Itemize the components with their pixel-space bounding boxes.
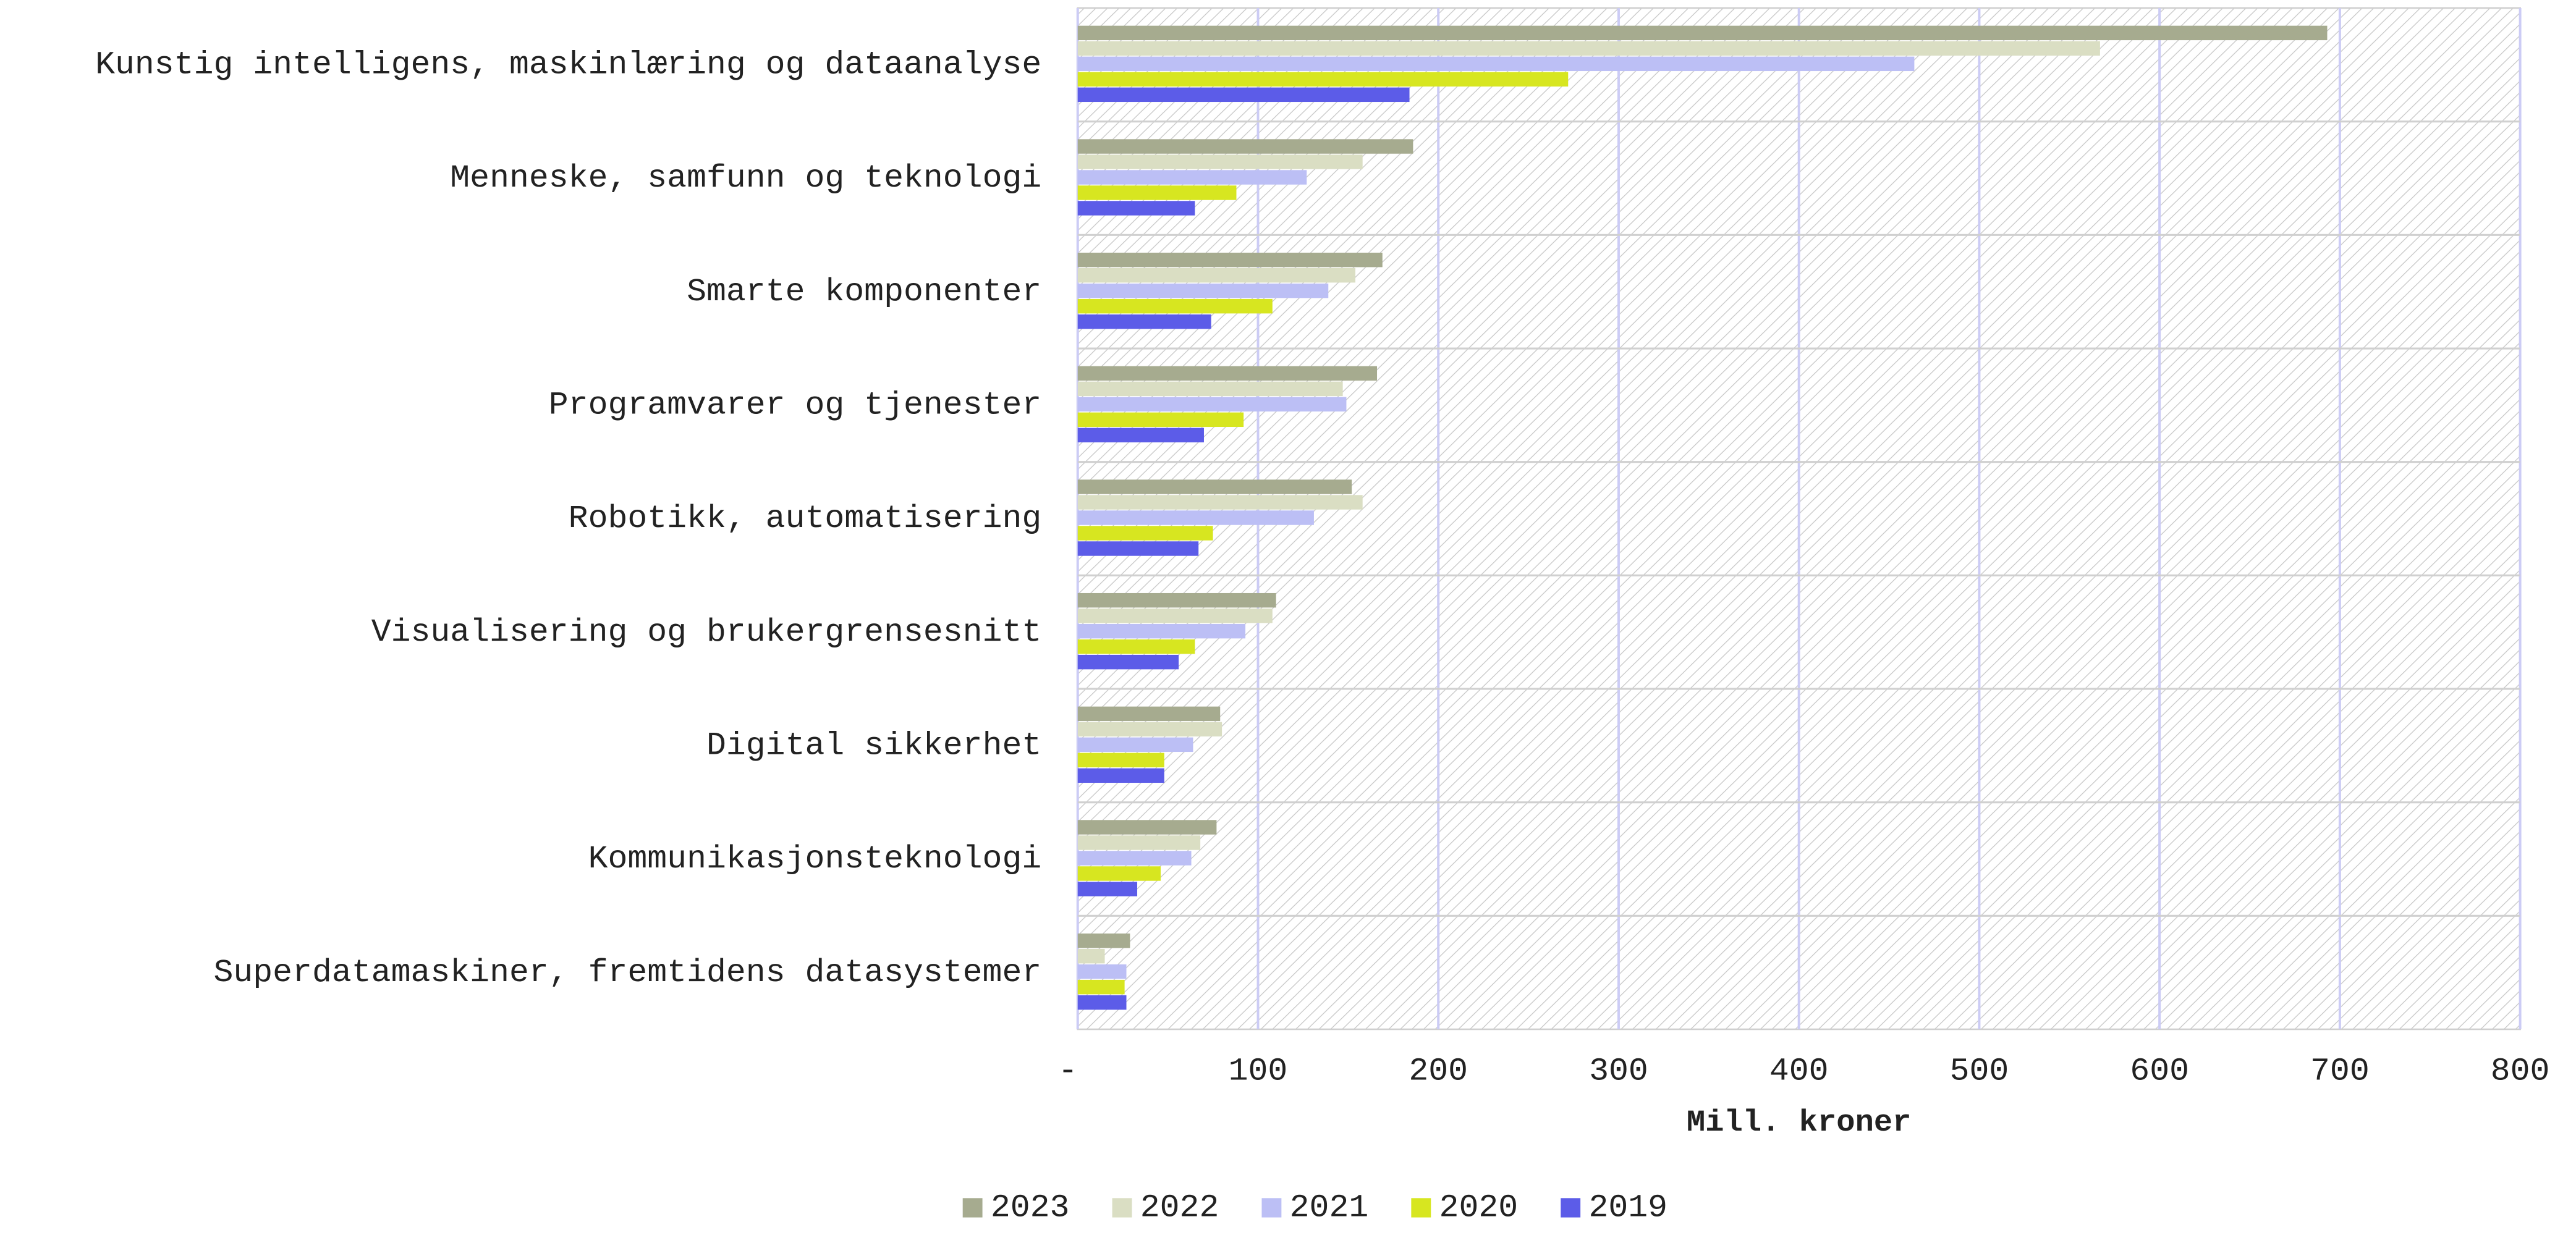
y-tick-label: Programvarer og tjenester (549, 387, 1041, 423)
bar (1077, 526, 1213, 541)
bar (1077, 185, 1237, 200)
bar (1077, 252, 1383, 268)
bar (1077, 948, 1105, 964)
x-tick-label: 300 (1589, 1053, 1648, 1089)
bar (1077, 592, 1276, 608)
bar (1077, 412, 1244, 428)
x-tick-label: 100 (1229, 1053, 1288, 1089)
bar (1077, 510, 1314, 525)
bar (1077, 56, 1915, 72)
x-tick-label: - (1058, 1053, 1078, 1089)
bar (1077, 623, 1246, 639)
bar (1077, 979, 1125, 995)
bar (1077, 397, 1347, 412)
bar (1077, 381, 1343, 397)
bar (1077, 41, 2100, 56)
legend-swatch (1411, 1198, 1431, 1218)
bar (1077, 639, 1195, 654)
bar (1077, 154, 1363, 169)
bar (1077, 706, 1221, 722)
x-tick-label: 500 (1950, 1053, 2009, 1089)
bar (1077, 722, 1222, 737)
bar (1077, 654, 1179, 670)
bar (1077, 835, 1201, 850)
bar (1077, 495, 1363, 510)
bar (1077, 866, 1161, 881)
legend-swatch (962, 1198, 983, 1218)
legend-swatch (1561, 1198, 1581, 1218)
bar (1077, 608, 1273, 623)
x-tick-label: 200 (1409, 1053, 1468, 1089)
x-tick-label: 800 (2491, 1053, 2550, 1089)
bar (1077, 995, 1127, 1010)
x-tick-label: 600 (2130, 1053, 2189, 1089)
y-tick-label: Digital sikkerhet (706, 727, 1041, 764)
bar (1077, 964, 1127, 979)
legend-swatch (1112, 1198, 1132, 1218)
bar (1077, 72, 1569, 87)
bar (1077, 541, 1199, 556)
y-tick-label: Visualisering og brukergrensesnitt (371, 613, 1042, 650)
bar (1077, 428, 1204, 443)
bar (1077, 753, 1164, 768)
legend-label: 2019 (1588, 1189, 1667, 1226)
y-tick-label: Menneske, samfunn og teknologi (450, 160, 1041, 196)
x-tick-label: 700 (2310, 1053, 2370, 1089)
bar (1077, 314, 1211, 329)
bar (1077, 268, 1356, 283)
bar (1077, 882, 1138, 896)
bar (1077, 366, 1378, 381)
y-tick-label: Smarte komponenter (687, 273, 1041, 310)
y-tick-label: Kunstig intelligens, maskinlæring og dat… (95, 46, 1041, 83)
bar (1077, 139, 1413, 154)
bar (1077, 737, 1193, 753)
legend-label: 2021 (1290, 1189, 1369, 1226)
legend-label: 2020 (1439, 1189, 1519, 1226)
bar (1077, 170, 1307, 185)
legend-label: 2023 (991, 1189, 1070, 1226)
legend-label: 2022 (1140, 1189, 1219, 1226)
legend-swatch (1261, 1198, 1282, 1218)
bar (1077, 768, 1164, 783)
bar (1077, 851, 1192, 866)
bar (1077, 820, 1217, 835)
y-tick-label: Kommunikasjonsteknologi (588, 841, 1042, 877)
bar (1077, 479, 1352, 494)
bar (1077, 201, 1195, 216)
bar (1077, 298, 1273, 314)
bar (1077, 933, 1130, 948)
x-axis-title: Mill. kroner (1687, 1105, 1912, 1140)
bar (1077, 25, 2328, 41)
bar (1077, 283, 1329, 298)
bar (1077, 87, 1410, 103)
y-tick-label: Superdatamaskiner, fremtidens datasystem… (213, 954, 1041, 990)
y-tick-label: Robotikk, automatisering (569, 500, 1042, 537)
x-tick-label: 400 (1769, 1053, 1829, 1089)
